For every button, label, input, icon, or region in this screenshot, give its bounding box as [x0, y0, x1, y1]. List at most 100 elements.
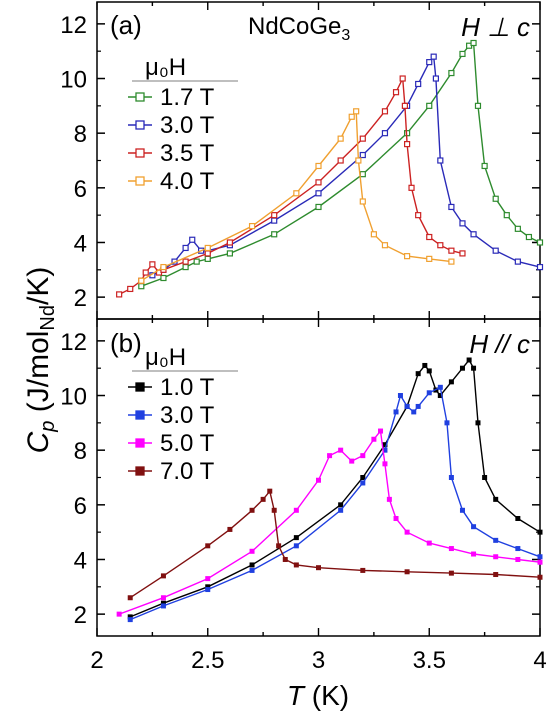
data-point — [386, 496, 392, 502]
data-point — [189, 236, 196, 243]
series-b-3 — [127, 488, 543, 601]
data-point — [249, 567, 255, 573]
data-point — [315, 162, 322, 170]
data-point — [393, 409, 399, 415]
data-point — [282, 556, 288, 562]
data-point — [422, 362, 428, 368]
y-tick-label: 2 — [74, 602, 87, 629]
data-point — [260, 496, 266, 502]
data-point — [337, 135, 344, 142]
data-point — [204, 244, 211, 252]
data-point — [448, 379, 454, 385]
data-point — [470, 39, 477, 47]
data-point — [404, 569, 410, 575]
data-point — [426, 540, 432, 546]
data-point — [430, 53, 437, 60]
data-point — [493, 496, 499, 502]
data-point — [515, 556, 521, 562]
legend-swatch-marker — [135, 120, 145, 130]
data-point — [315, 179, 322, 186]
data-point — [493, 537, 499, 543]
data-point — [475, 420, 481, 426]
data-point — [182, 263, 189, 271]
data-point — [399, 75, 406, 82]
legend-label: 5.0 T — [160, 430, 215, 457]
data-point — [160, 603, 166, 609]
x-tick-label: 2 — [90, 647, 103, 674]
data-point — [149, 261, 156, 268]
data-point — [205, 584, 211, 590]
data-point — [160, 263, 167, 271]
y-tick-label: 4 — [74, 547, 87, 574]
data-point — [426, 59, 433, 66]
data-point — [503, 212, 510, 219]
data-point — [448, 247, 455, 254]
data-point — [415, 212, 422, 219]
data-point — [226, 239, 233, 246]
data-point — [204, 255, 211, 262]
data-point — [492, 247, 499, 254]
data-point — [381, 108, 389, 115]
data-point — [397, 393, 403, 399]
data-point — [415, 403, 421, 409]
data-point — [371, 436, 377, 442]
data-point — [448, 546, 454, 552]
data-point — [349, 458, 355, 464]
data-point — [426, 233, 433, 241]
data-point — [426, 390, 432, 396]
y-tick-label: 6 — [74, 176, 87, 203]
data-point — [482, 475, 488, 480]
data-point — [348, 113, 355, 120]
data-point — [226, 250, 233, 257]
data-point — [459, 220, 466, 227]
data-point — [381, 242, 389, 249]
legend-label: 3.0 T — [160, 402, 215, 429]
data-point — [248, 222, 256, 230]
legend-item-b-0: 1.0 T — [128, 374, 215, 401]
data-point — [408, 184, 415, 191]
x-tick-label: 3 — [312, 647, 325, 674]
data-point — [401, 102, 408, 109]
data-point — [514, 258, 521, 265]
data-point — [525, 233, 533, 241]
data-point — [193, 258, 200, 265]
data-point — [459, 507, 465, 513]
panel-b-series — [116, 357, 543, 623]
y-tick-label: 8 — [74, 438, 87, 465]
legend-label: 1.0 T — [160, 374, 215, 401]
panel-b-field-orientation: H // c — [469, 329, 530, 359]
data-point — [437, 242, 444, 249]
data-point — [474, 102, 482, 109]
legend-swatch-marker — [135, 92, 145, 102]
data-point — [293, 543, 299, 549]
y-axis-label: Cp (J/molNd/K) — [22, 267, 59, 454]
legend-title: μ₀H — [145, 54, 186, 81]
data-point — [515, 546, 521, 552]
data-point — [382, 442, 388, 448]
data-point — [127, 285, 134, 293]
data-point — [142, 269, 149, 276]
data-point — [205, 543, 211, 549]
data-point — [471, 524, 477, 530]
series-line — [141, 41, 541, 287]
legend-item-b-1: 3.0 T — [128, 402, 215, 429]
data-point — [382, 461, 388, 467]
legend-label: 1.7 T — [160, 84, 215, 111]
data-point — [138, 277, 145, 284]
data-point — [471, 365, 477, 371]
legend-item-a-2: 3.5 T — [128, 140, 215, 167]
data-point — [537, 559, 543, 565]
series-b-1 — [127, 384, 543, 623]
data-point — [448, 69, 455, 77]
data-point — [470, 231, 477, 238]
data-point — [116, 291, 123, 298]
data-point — [492, 195, 499, 202]
data-point — [249, 548, 255, 554]
data-point — [471, 551, 477, 557]
panel-a-series — [116, 39, 544, 298]
data-point — [204, 250, 211, 257]
data-point — [370, 231, 377, 238]
data-point — [353, 108, 360, 115]
y-tick-label: 12 — [60, 329, 87, 356]
